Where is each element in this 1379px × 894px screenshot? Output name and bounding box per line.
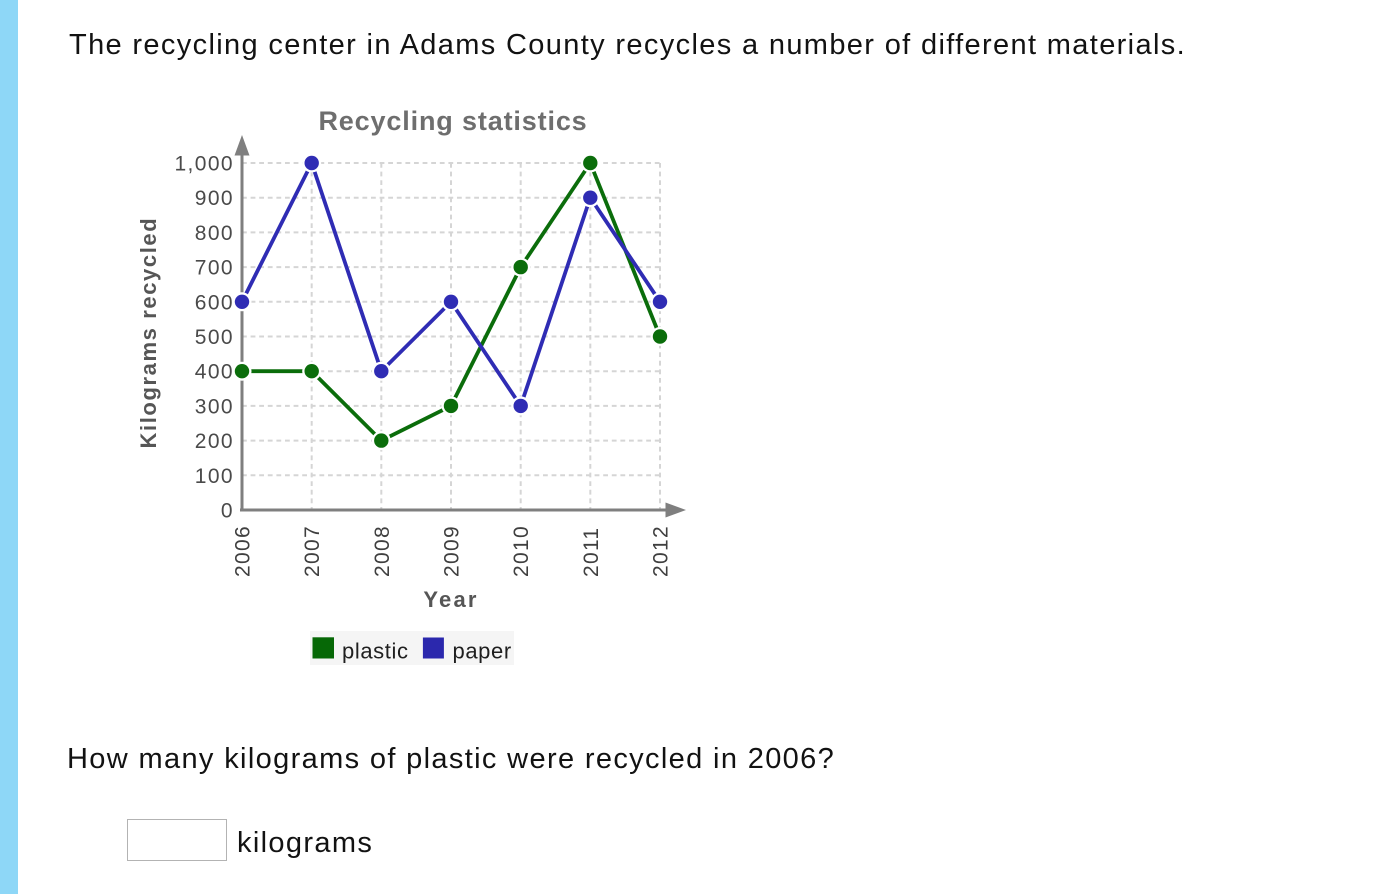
svg-text:800: 800 — [195, 222, 234, 245]
svg-text:2012: 2012 — [650, 525, 673, 577]
svg-text:2006: 2006 — [232, 525, 255, 577]
svg-text:500: 500 — [195, 326, 234, 349]
svg-text:paper: paper — [453, 639, 512, 664]
svg-text:plastic: plastic — [342, 639, 409, 664]
svg-text:2011: 2011 — [580, 527, 603, 577]
svg-text:2009: 2009 — [441, 525, 464, 577]
svg-text:900: 900 — [195, 187, 234, 210]
svg-text:700: 700 — [195, 257, 234, 280]
svg-text:200: 200 — [195, 430, 234, 453]
svg-text:Recycling statistics: Recycling statistics — [318, 106, 587, 136]
svg-text:600: 600 — [195, 291, 234, 314]
svg-text:2010: 2010 — [510, 525, 533, 577]
svg-text:0: 0 — [221, 500, 234, 523]
svg-text:100: 100 — [195, 465, 234, 488]
svg-text:400: 400 — [195, 361, 234, 384]
svg-text:2007: 2007 — [301, 525, 324, 577]
svg-text:Kilograms recycled: Kilograms recycled — [136, 217, 161, 449]
svg-text:Year: Year — [423, 587, 478, 612]
svg-text:1,000: 1,000 — [174, 153, 234, 176]
svg-text:300: 300 — [195, 395, 234, 418]
svg-text:2008: 2008 — [371, 525, 394, 577]
